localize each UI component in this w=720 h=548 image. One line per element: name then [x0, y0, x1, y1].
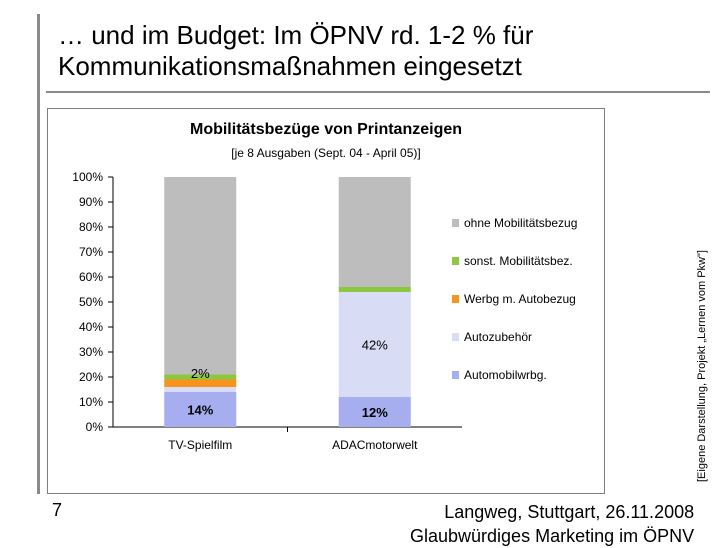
slide-title: … und im Budget: Im ÖPNV rd. 1-2 % für K…: [58, 20, 533, 82]
y-tick-label: 20%: [79, 370, 103, 384]
left-accent-bar: [37, 14, 40, 494]
y-tick-label: 60%: [79, 270, 103, 284]
bar-segment: [338, 177, 411, 287]
source-note: [Eigene Darstellung, Projekt „Lernen vom…: [696, 250, 708, 482]
bar-segment: [164, 374, 237, 380]
bar-segment: [164, 177, 237, 375]
x-category-label: ADACmotorwelt: [332, 438, 418, 452]
y-tick-label: 30%: [79, 345, 103, 359]
data-label: 14%: [187, 403, 213, 418]
y-tick-label: 0%: [86, 420, 104, 434]
bar-segment: [338, 397, 411, 427]
footer-line2: Glaubwürdiges Marketing im ÖPNV: [410, 526, 695, 546]
slide-title-line1: … und im Budget: Im ÖPNV rd. 1-2 % für: [58, 20, 534, 50]
data-label: 12%: [362, 405, 388, 420]
legend-label: Autozubehör: [464, 330, 532, 344]
legend-swatch: [452, 333, 459, 341]
y-tick-label: 90%: [79, 195, 103, 209]
slide-title-line2: Kommunikationsmaßnahmen eingesetzt: [58, 51, 522, 81]
bar-segment: [338, 287, 411, 292]
page-number: 7: [52, 500, 63, 520]
data-label: 2%: [191, 366, 210, 381]
footer: Langweg, Stuttgart, 26.11.2008 Glaubwürd…: [410, 500, 694, 548]
y-tick-label: 100%: [72, 170, 103, 184]
chart-frame: [47, 108, 605, 494]
footer-line1: Langweg, Stuttgart, 26.11.2008: [444, 502, 695, 522]
chart-subtitle: [je 8 Ausgaben (Sept. 04 - April 05)]: [231, 146, 421, 160]
y-tick-label: 50%: [79, 295, 103, 309]
legend-label: sonst. Mobilitätsbez.: [464, 254, 573, 268]
x-category-label: TV-Spielfilm: [168, 438, 232, 452]
bar-segment: [338, 292, 411, 397]
legend-label: ohne Mobilitätsbezug: [464, 216, 577, 230]
legend-swatch: [452, 257, 459, 265]
bar-segment: [164, 379, 237, 387]
y-tick-label: 10%: [79, 395, 103, 409]
y-tick-label: 80%: [79, 220, 103, 234]
bar-segment: [164, 392, 237, 427]
title-divider: [46, 91, 710, 93]
bar-segment: [164, 387, 237, 392]
chart-title: Mobilitätsbezüge von Printanzeigen: [189, 121, 463, 138]
y-tick-label: 40%: [79, 320, 103, 334]
legend-label: Automobilwrbg.: [464, 368, 547, 382]
data-label: 42%: [362, 338, 388, 353]
legend-swatch: [452, 371, 459, 379]
y-tick-label: 70%: [79, 245, 103, 259]
legend-swatch: [452, 295, 459, 303]
legend-swatch: [452, 219, 459, 227]
legend-label: Werbg m. Autobezug: [464, 292, 576, 306]
